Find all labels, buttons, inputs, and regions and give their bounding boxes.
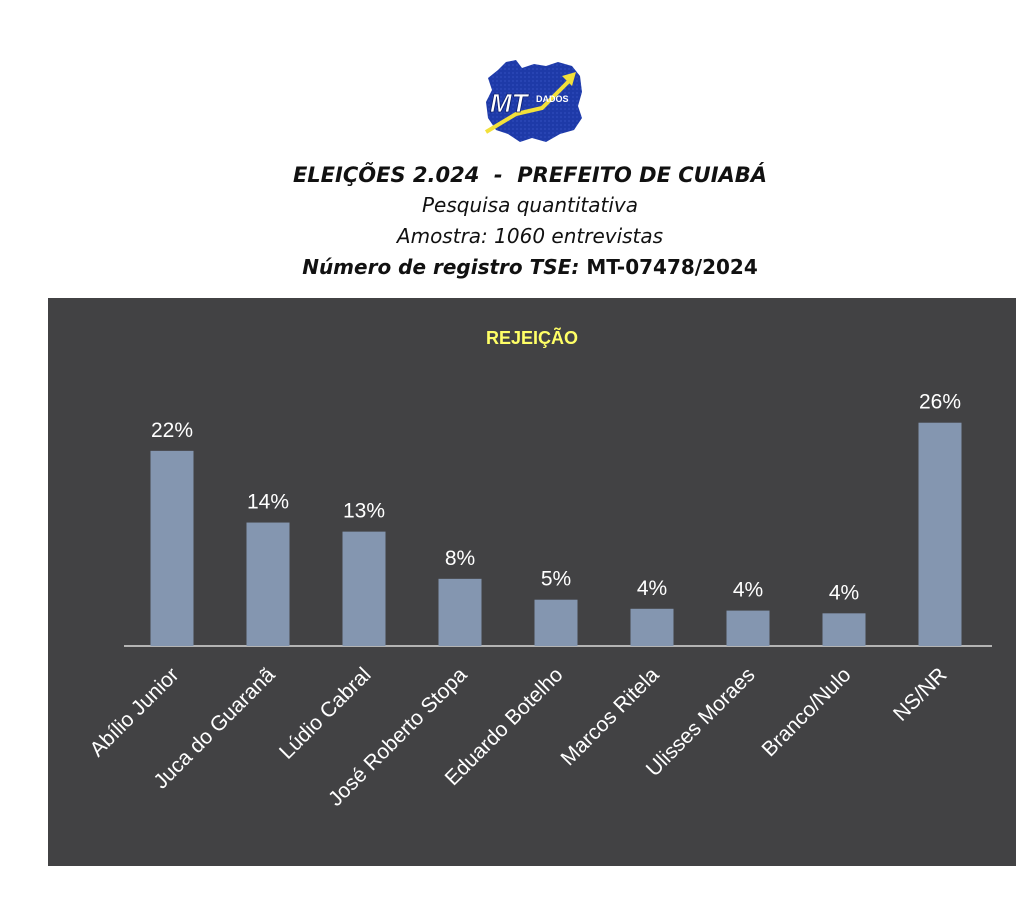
bar-4 (438, 578, 482, 646)
logo-text-mt: MT (490, 88, 530, 118)
category-label-1: Abílio Junior (86, 663, 184, 761)
data-label-9: 26% (919, 391, 961, 414)
category-label-6: Marcos Ritela (556, 663, 663, 770)
bar-1 (150, 450, 194, 646)
growth-arrow-icon (484, 78, 572, 134)
tse-registration-label: Número de registro TSE (302, 255, 572, 279)
data-label-2: 14% (247, 491, 289, 514)
data-label-6: 4% (637, 577, 667, 600)
tse-registration: Número de registro TSE: MT-07478/2024 (0, 252, 1024, 282)
category-label-8: Branco/Nulo (758, 663, 856, 761)
category-label-9: NS/NR (889, 663, 951, 725)
data-label-4: 8% (445, 547, 475, 570)
tse-registration-sep: : (571, 255, 580, 279)
data-label-1: 22% (151, 419, 193, 442)
data-label-7: 4% (733, 579, 763, 602)
data-label-8: 4% (829, 581, 859, 604)
logo-text-dados: DADOS (536, 94, 569, 104)
category-label-3: Lúdio Cabral (275, 663, 375, 763)
tse-registration-number: MT-07478/2024 (586, 255, 758, 279)
data-label-5: 5% (541, 568, 571, 591)
bar-2 (246, 522, 290, 646)
bar-7 (726, 610, 770, 646)
chart-panel: REJEIÇÃO 22% Abílio Junior 14% Juca do Guara… (48, 298, 1016, 866)
bar-3 (342, 531, 386, 646)
bar-9 (918, 422, 962, 646)
mato-grosso-map-shape (486, 60, 582, 142)
mt-dados-logo: MT DADOS (476, 56, 588, 148)
bar-6 (630, 608, 674, 646)
chart-title: REJEIÇÃO (486, 327, 578, 348)
header: ELEIÇÕES 2.024 - PREFEITO DE CUIABÁ Pesq… (0, 160, 1024, 282)
page-title: ELEIÇÕES 2.024 - PREFEITO DE CUIABÁ (292, 163, 768, 187)
data-label-3: 13% (343, 500, 385, 523)
bar-5 (534, 599, 578, 646)
subtitle-survey-type: Pesquisa quantitativa (421, 193, 639, 217)
subtitle-sample: Amostra: 1060 entrevistas (396, 224, 664, 248)
bar-8 (822, 613, 866, 646)
